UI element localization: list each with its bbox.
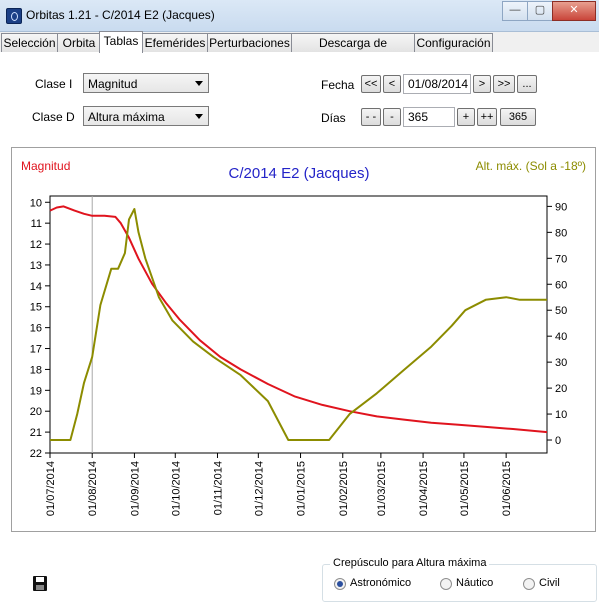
x-tick-label: 01/08/2014 <box>87 461 99 516</box>
left-axis-label: Magnitud <box>21 159 70 173</box>
minimize-button[interactable]: — <box>502 1 528 21</box>
floppy-disk-icon[interactable] <box>33 576 47 591</box>
chart-title: C/2014 E2 (Jacques) <box>229 165 370 182</box>
x-tick-label: 01/02/2015 <box>338 461 350 516</box>
x-tick-label: 01/01/2015 <box>296 461 308 516</box>
fecha-prev-button[interactable]: < <box>383 75 401 93</box>
x-tick-label: 01/03/2015 <box>376 461 388 516</box>
dias-input[interactable]: 365 <box>403 107 455 127</box>
left-tick-label: 10 <box>30 197 42 209</box>
x-tick-label: 01/07/2014 <box>45 461 57 516</box>
clase-d-select[interactable]: Altura máxima <box>83 106 209 126</box>
right-tick-label: 40 <box>555 331 567 343</box>
left-tick-label: 22 <box>30 448 42 460</box>
left-tick-label: 19 <box>30 385 42 397</box>
right-tick-label: 10 <box>555 409 567 421</box>
fecha-input[interactable]: 01/08/2014 <box>403 74 471 94</box>
fecha-last-button[interactable]: >> <box>493 75 515 93</box>
x-tick-label: 01/04/2015 <box>418 461 430 516</box>
magnitude-series-line <box>49 205 548 434</box>
left-tick-label: 13 <box>30 260 42 272</box>
dias-increase-more-button[interactable]: ++ <box>477 108 497 126</box>
right-tick-label: 70 <box>555 253 567 265</box>
dias-year-button[interactable]: 365 <box>500 108 536 126</box>
fecha-picker-button[interactable]: ... <box>517 75 537 93</box>
clase-i-value: Magnitud <box>88 77 138 91</box>
title-bar: Orbitas 1.21 - C/2014 E2 (Jacques) — ▢ ✕ <box>0 0 599 32</box>
tab-perturbaciones[interactable]: Perturbaciones <box>207 33 292 52</box>
dias-increase-button[interactable]: + <box>457 108 475 126</box>
x-tick-label: 01/10/2014 <box>170 461 182 516</box>
right-tick-label: 50 <box>555 305 567 317</box>
tab-seleccion[interactable]: Selección <box>1 33 58 52</box>
close-button[interactable]: ✕ <box>552 1 596 21</box>
plot-frame <box>49 195 548 454</box>
left-tick-label: 21 <box>30 427 42 439</box>
radio-nautico[interactable] <box>440 578 452 590</box>
left-tick-label: 16 <box>30 323 42 335</box>
radio-nautico-label: Náutico <box>456 577 494 589</box>
right-axis-label: Alt. máx. (Sol a -18º) <box>476 159 586 173</box>
right-tick-label: 20 <box>555 383 567 395</box>
left-tick-label: 20 <box>30 406 42 418</box>
tab-tablas[interactable]: Tablas <box>99 31 143 53</box>
left-tick-label: 17 <box>30 344 42 356</box>
tab-bar: Selección Orbita Tablas Efemérides Pertu… <box>0 31 599 68</box>
tab-efemerides[interactable]: Efemérides <box>142 33 208 52</box>
clase-i-label: Clase I <box>35 77 73 91</box>
chevron-down-icon <box>195 81 203 86</box>
chart-container: C/2014 E2 (Jacques) Magnitud Alt. máx. (… <box>11 147 596 532</box>
radio-astronomico[interactable] <box>334 578 346 590</box>
dias-decrease-button[interactable]: - <box>383 108 401 126</box>
magnitude-altitude-chart: C/2014 E2 (Jacques) Magnitud Alt. máx. (… <box>21 159 586 516</box>
twilight-group-title: Crepúsculo para Altura máxima <box>330 557 490 569</box>
x-tick-label: 01/05/2015 <box>459 461 471 516</box>
chevron-down-icon <box>195 114 203 119</box>
maximize-button[interactable]: ▢ <box>527 1 553 21</box>
fecha-next-button[interactable]: > <box>473 75 491 93</box>
x-tick-label: 01/09/2014 <box>129 461 141 516</box>
right-tick-label: 30 <box>555 357 567 369</box>
radio-civil[interactable] <box>523 578 535 590</box>
x-tick-label: 01/06/2015 <box>501 461 513 516</box>
app-icon <box>6 8 22 24</box>
clase-d-value: Altura máxima <box>88 110 165 124</box>
radio-astronomico-label: Astronómico <box>350 577 412 589</box>
fecha-first-button[interactable]: << <box>361 75 381 93</box>
tab-descarga-elementos[interactable]: Descarga de elementos <box>291 33 415 68</box>
right-tick-label: 0 <box>555 435 561 447</box>
right-tick-label: 80 <box>555 227 567 239</box>
x-tick-label: 01/11/2014 <box>212 461 224 515</box>
dias-decrease-more-button[interactable]: - - <box>361 108 381 126</box>
left-tick-label: 15 <box>30 302 42 314</box>
right-tick-label: 60 <box>555 279 567 291</box>
left-tick-label: 18 <box>30 364 42 376</box>
tab-configuracion[interactable]: Configuración <box>414 33 493 52</box>
clase-d-label: Clase D <box>32 110 75 124</box>
fecha-label: Fecha <box>321 78 355 92</box>
clase-i-select[interactable]: Magnitud <box>83 73 209 93</box>
left-tick-label: 11 <box>31 218 42 230</box>
tab-orbita[interactable]: Orbita <box>57 33 101 52</box>
dias-label: Días <box>321 111 346 125</box>
left-tick-label: 12 <box>30 239 42 251</box>
left-tick-label: 14 <box>30 281 42 293</box>
window-title: Orbitas 1.21 - C/2014 E2 (Jacques) <box>26 8 215 22</box>
altitude-series-line <box>50 208 547 441</box>
radio-civil-label: Civil <box>539 577 560 589</box>
x-tick-label: 01/12/2014 <box>253 461 265 516</box>
right-tick-label: 90 <box>555 201 567 213</box>
